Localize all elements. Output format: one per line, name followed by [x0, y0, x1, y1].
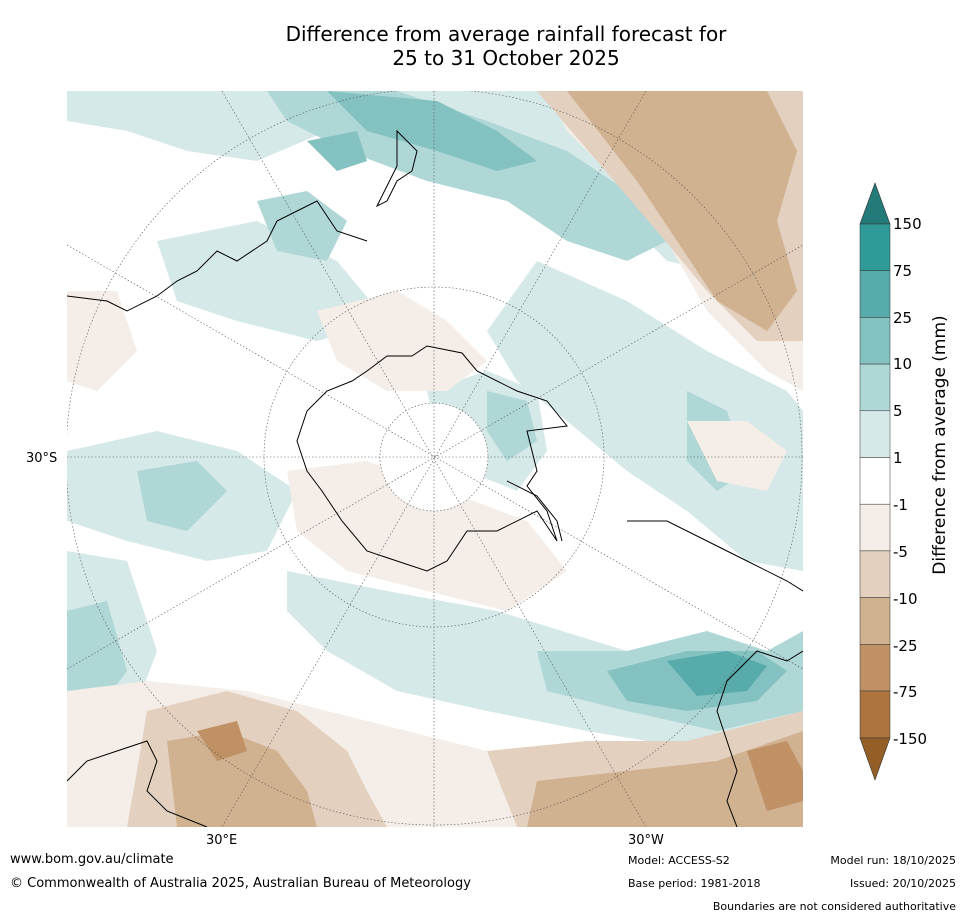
- cbar-tick-75: 75: [893, 262, 913, 280]
- cbar-tick-10: 10: [893, 355, 913, 373]
- cbar-tick-1: 1: [893, 449, 903, 467]
- cbar-tick-m10: -10: [893, 590, 918, 608]
- lon-label-30w: 30°W: [628, 833, 664, 848]
- footer-base-period: Base period: 1981-2018: [628, 877, 761, 890]
- cbar-tick-150: 150: [893, 215, 922, 233]
- cbar-tick-5: 5: [893, 402, 903, 420]
- polar-region: [380, 403, 488, 511]
- cbar-tick-m5: -5: [893, 543, 908, 561]
- antarctic-peninsula: [506, 480, 563, 542]
- band-1-5: [859, 410, 891, 458]
- colorbar-top-arrow: [859, 182, 891, 225]
- cbar-tick-m1: -1: [893, 496, 908, 514]
- cbar-tick-m25: -25: [893, 637, 918, 655]
- footer-model: Model: ACCESS-S2: [628, 854, 730, 867]
- footer-copyright: © Commonwealth of Australia 2025, Austra…: [10, 876, 471, 891]
- coastlines: [67, 129, 803, 827]
- footer-issued: Issued: 20/10/2025: [849, 877, 956, 890]
- cbar-tick-25: 25: [893, 309, 913, 327]
- anomaly-m75-m25-areas: [197, 721, 803, 811]
- map-title: Difference from average rainfall forecas…: [200, 22, 812, 70]
- new-zealand-coast: [375, 129, 418, 208]
- colorbar-canvas: [859, 182, 891, 781]
- title-line-2: 25 to 31 October 2025: [392, 46, 620, 70]
- band-10-25: [859, 317, 891, 365]
- cbar-tick-m150: -150: [893, 730, 928, 748]
- footer-url[interactable]: www.bom.gov.au/climate: [10, 852, 174, 867]
- map-canvas: [67, 91, 803, 827]
- antarctica-coast: [296, 345, 568, 572]
- band-m5-m1: [859, 503, 891, 552]
- lat-label-30s: 30°S: [26, 451, 58, 466]
- anomaly-m25-m10-areas: [167, 91, 803, 827]
- colorbar: [840, 180, 900, 785]
- band-75-150: [859, 223, 891, 271]
- southern-africa-coast: [67, 740, 208, 827]
- lon-label-30e: 30°E: [206, 833, 238, 848]
- band-m150-m75: [859, 690, 891, 739]
- band-5-10: [859, 363, 891, 412]
- footer-model-run: Model run: 18/10/2025: [830, 854, 956, 867]
- colorbar-bottom-arrow: [859, 737, 891, 781]
- graticule: [67, 91, 803, 827]
- colorbar-title: Difference from average (mm): [918, 250, 962, 640]
- cbar-tick-m75: -75: [893, 683, 918, 701]
- band-m25-m10: [859, 597, 891, 645]
- colorbar-title-text: Difference from average (mm): [930, 315, 950, 575]
- south-america-coast: [627, 520, 803, 827]
- title-line-1: Difference from average rainfall forecas…: [285, 22, 727, 46]
- band-m1-1: [859, 457, 891, 505]
- band-25-75: [859, 270, 891, 318]
- rainfall-map[interactable]: [67, 91, 803, 827]
- band-m10-m5: [859, 550, 891, 598]
- band-m75-m25: [859, 644, 891, 692]
- australia-coast: [67, 200, 368, 312]
- footer-disclaimer: Boundaries are not considered authoritat…: [712, 900, 956, 913]
